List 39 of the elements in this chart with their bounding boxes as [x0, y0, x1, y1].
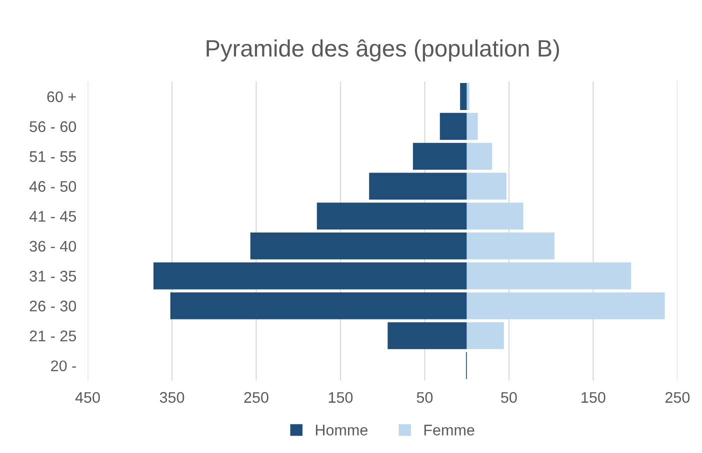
bar: [466, 262, 632, 290]
y-tick-label: 31 - 35: [30, 270, 76, 282]
bar: [460, 83, 467, 110]
y-tick-label: 60 +: [47, 91, 76, 102]
bar: [466, 202, 524, 230]
bar: [153, 262, 467, 290]
y-tick-label: 56 - 60: [30, 121, 76, 132]
legend-label: Homme: [316, 424, 368, 436]
bar: [466, 142, 492, 170]
x-tick-label: 250: [665, 392, 690, 403]
bar: [440, 112, 467, 140]
bar: [466, 232, 554, 260]
bar: [466, 292, 665, 320]
x-tick-label: 150: [582, 392, 606, 403]
bar: [412, 142, 467, 170]
y-tick-label: 46 - 50: [29, 181, 76, 192]
bar: [170, 292, 467, 320]
bar: [369, 172, 467, 200]
y-tick-label: 20 -: [51, 360, 76, 372]
bar: [466, 322, 504, 350]
bar: [250, 232, 467, 260]
x-tick-label: 450: [75, 392, 100, 403]
y-tick-label: 51 - 55: [30, 151, 76, 162]
x-tick-label: 50: [416, 392, 433, 403]
y-tick-label: 26 - 30: [30, 300, 76, 312]
bar: [466, 172, 506, 200]
y-tick-label: 41 - 45: [29, 211, 76, 222]
y-tick-label: 36 - 40: [30, 240, 76, 252]
x-tick-label: 50: [501, 392, 517, 403]
bar: [388, 322, 467, 350]
x-tick-label: 350: [160, 392, 184, 403]
x-tick-label: 150: [328, 392, 353, 403]
y-tick-label: 21 - 25: [30, 330, 76, 342]
bar: [466, 83, 470, 110]
chart-title: Pyramide des âges (population B): [206, 39, 559, 62]
bar: [466, 112, 478, 140]
legend-label: Femme: [424, 424, 474, 436]
x-tick-label: 250: [244, 392, 268, 403]
bar: [316, 202, 467, 230]
